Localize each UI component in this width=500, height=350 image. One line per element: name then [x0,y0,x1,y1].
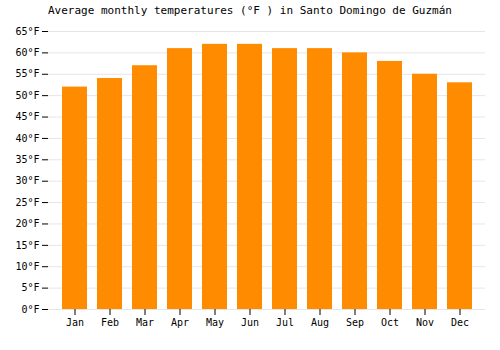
svg-text:25°F: 25°F [15,197,39,208]
svg-text:65°F: 65°F [15,26,39,37]
svg-text:Apr: Apr [171,317,189,328]
svg-text:Nov: Nov [416,317,434,328]
svg-text:15°F: 15°F [15,240,39,251]
svg-text:20°F: 20°F [15,218,39,229]
svg-text:Jan: Jan [66,317,84,328]
svg-text:60°F: 60°F [15,47,39,58]
svg-text:45°F: 45°F [15,111,39,122]
svg-text:50°F: 50°F [15,90,39,101]
svg-text:May: May [206,317,224,328]
svg-text:Aug: Aug [311,317,329,328]
svg-text:0°F: 0°F [21,304,39,315]
svg-text:35°F: 35°F [15,154,39,165]
svg-text:Sep: Sep [346,317,364,328]
svg-text:Oct: Oct [381,317,399,328]
svg-text:55°F: 55°F [15,68,39,79]
svg-text:Jul: Jul [276,317,294,328]
svg-text:40°F: 40°F [15,133,39,144]
svg-text:10°F: 10°F [15,261,39,272]
svg-text:Jun: Jun [241,317,259,328]
svg-text:Feb: Feb [101,317,119,328]
svg-text:Mar: Mar [136,317,154,328]
html-text:Average monthly temperatures (: Average monthly temperatures (°F ) in Sa… [48,4,452,17]
svg-text:Dec: Dec [451,317,469,328]
svg-text:5°F: 5°F [21,282,39,293]
svg-text:30°F: 30°F [15,175,39,186]
